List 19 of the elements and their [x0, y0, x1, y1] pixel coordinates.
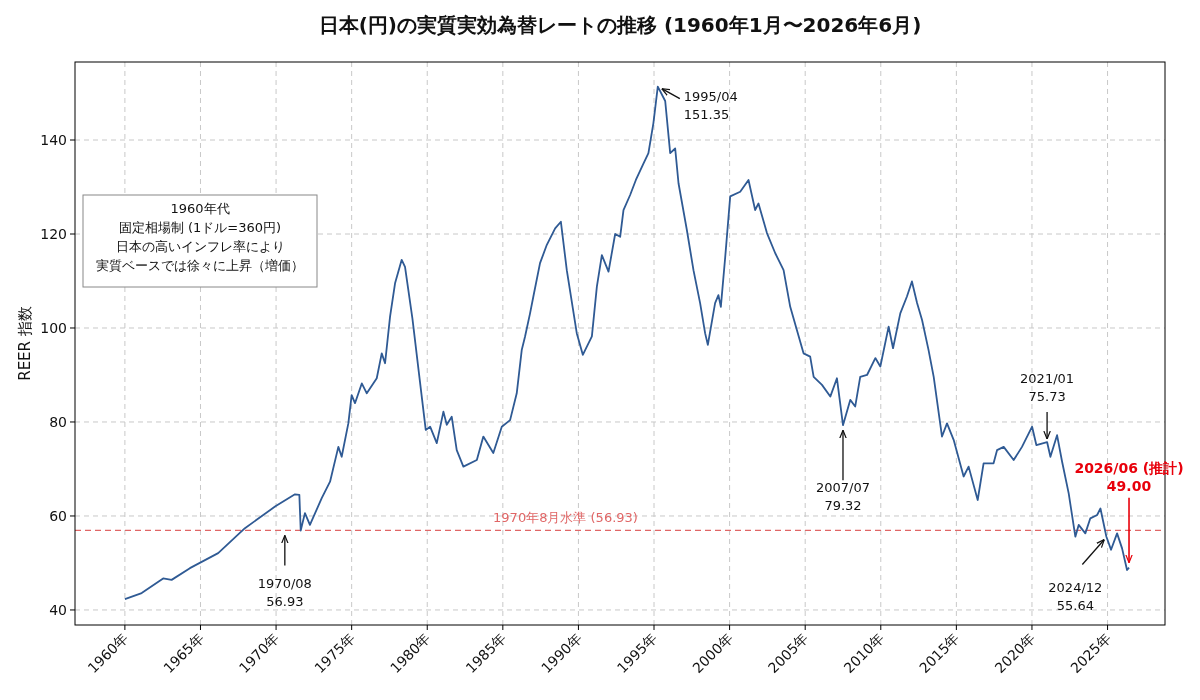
- y-axis-title: REER 指数: [16, 306, 34, 381]
- y-tick-label: 120: [40, 226, 67, 242]
- annotation: 固定相場制 (1ドル=360円): [118, 220, 282, 235]
- annotation: 2021/01 75.73: [1020, 371, 1075, 405]
- annotation: 1995/04 151.35: [683, 88, 738, 122]
- y-tick-label: 40: [49, 601, 67, 618]
- y-tick-label: 100: [40, 319, 67, 336]
- annotation: 2026/06 (推計) 49.00: [1074, 459, 1184, 494]
- chart-title: 日本(円)の実質実効為替レートの推移 (1960年1月〜2026年6月): [318, 13, 922, 37]
- annotation: 1960年代: [170, 201, 230, 216]
- y-tick-label: 60: [49, 507, 67, 524]
- annotation: 2007/07 79.32: [815, 480, 870, 514]
- annotation: 実質ベースでは徐々に上昇（増価）: [96, 258, 304, 273]
- y-tick-label: 140: [40, 132, 67, 149]
- ref-line-label: 1970年8月水準 (56.93): [493, 510, 638, 526]
- annotation: 2024/12 55.64: [1048, 580, 1103, 614]
- annotation: 日本の高いインフレ率により: [115, 239, 285, 254]
- y-tick-label: 80: [49, 413, 67, 430]
- annotation: 1970/08 56.93: [257, 576, 312, 610]
